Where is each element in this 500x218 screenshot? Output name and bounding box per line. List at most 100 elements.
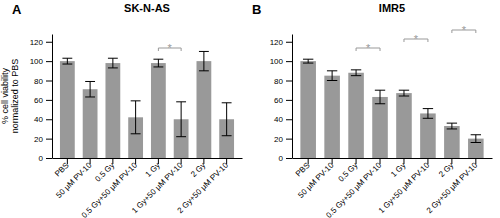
- x-tick-label: 2 Gy: [437, 161, 455, 179]
- error-bar: [108, 58, 118, 68]
- error-bar-line: [327, 71, 337, 81]
- bar: [300, 61, 316, 158]
- chart: PBS50 μM PV-100.5 Gy0.5 Gy+50 μM PV-101 …: [0, 0, 500, 218]
- panel: PBS50 μM PV-100.5 Gy0.5 Gy+50 μM PV-101 …: [0, 2, 243, 218]
- error-bar: [199, 51, 209, 70]
- y-tick-mark: [286, 119, 292, 120]
- significance: *: [404, 33, 428, 45]
- x-tick-mark: [112, 158, 113, 164]
- bar: [444, 126, 460, 158]
- x-tick: 2 Gy+50 μM PV-10: [176, 158, 231, 215]
- marks: [300, 59, 483, 158]
- significance: *: [356, 42, 380, 54]
- x-tick-label: 0.5 Gy: [336, 161, 359, 184]
- x-tick-label: 1 Gy: [143, 161, 161, 179]
- bar: [196, 61, 211, 158]
- x-tick: 1 Gy+50 μM PV-10: [377, 158, 432, 215]
- y-tick-label: 100: [270, 57, 284, 66]
- y-axis: 020406080100120: [30, 35, 53, 164]
- y-axis-title-line: % cell viability: [0, 67, 10, 124]
- bar: [420, 113, 436, 158]
- y-tick-label: 80: [274, 77, 283, 86]
- error-bar: [447, 123, 457, 129]
- x-tick-mark: [90, 158, 91, 164]
- error-bar-line: [85, 81, 95, 97]
- y-tick-mark: [286, 100, 292, 101]
- x-axis-line: [53, 158, 243, 159]
- y-tick: 60: [274, 96, 292, 105]
- y-tick: 80: [274, 77, 292, 86]
- y-tick-mark: [46, 119, 52, 120]
- title: SK-N-AS: [124, 2, 170, 14]
- x-tick: 50 μM PV-10: [296, 158, 336, 200]
- y-tick: 100: [270, 57, 292, 66]
- y-tick-mark: [46, 158, 52, 159]
- x-tick-label: 1 Gy+50 μM PV-10: [377, 160, 432, 215]
- y-tick: 40: [34, 115, 52, 124]
- bar: [324, 76, 340, 158]
- x-tick: 0.5 Gy: [336, 158, 359, 184]
- y-tick: 100: [30, 57, 52, 66]
- y-tick-mark: [286, 42, 292, 43]
- error-bar: [131, 101, 141, 134]
- error-bar: [176, 102, 186, 137]
- y-tick-label: 0: [39, 154, 44, 163]
- y-tick-mark: [286, 81, 292, 82]
- error-bar-line: [131, 101, 141, 134]
- x-tick: 2 Gy: [437, 158, 455, 179]
- error-bar: [222, 103, 232, 136]
- title: IMR5: [379, 2, 405, 14]
- error-bar-line: [199, 51, 209, 70]
- error-bar-line: [303, 59, 313, 63]
- error-bar: [423, 109, 433, 119]
- y-tick-label: 0: [279, 154, 284, 163]
- x-tick-label: 50 μM PV-10: [54, 160, 94, 200]
- x-tick-label: PBS: [53, 161, 71, 179]
- y-tick-label: 120: [270, 38, 284, 47]
- x-tick-label: 2 Gy+50 μM PV-10: [425, 160, 480, 215]
- error-bar: [399, 90, 409, 96]
- y-tick: 0: [279, 154, 292, 163]
- panel: PBS50 μM PV-100.5 Gy0.5 Gy+50 μM PV-101 …: [252, 2, 493, 218]
- error-bar-line: [375, 90, 385, 104]
- error-bar-line: [153, 59, 163, 67]
- x-tick: 2 Gy: [189, 158, 207, 179]
- error-bar-line: [176, 102, 186, 137]
- y-tick-label: 20: [34, 135, 43, 144]
- x-tick: 2 Gy+50 μM PV-10: [425, 158, 480, 215]
- x-tick-mark: [403, 158, 404, 164]
- y-axis: 0 20 40 60 80 100 120: [270, 35, 293, 164]
- panel-label: A: [12, 2, 22, 17]
- x-tick: PBS: [294, 158, 312, 178]
- x-tick-label: 2 Gy: [189, 161, 207, 179]
- y-tick-mark: [286, 139, 292, 140]
- y-tick: 20: [274, 135, 292, 144]
- y-tick-mark: [286, 61, 292, 62]
- error-bar-line: [423, 109, 433, 119]
- error-bar: [327, 71, 337, 81]
- x-axis-line: [293, 158, 493, 159]
- y-axis-line: [292, 35, 293, 159]
- significance: *: [158, 42, 181, 54]
- error-bar-line: [351, 70, 361, 76]
- significance: *: [452, 24, 476, 36]
- x-tick-mark: [475, 158, 476, 164]
- y-tick-label: 20: [274, 135, 283, 144]
- x-tick-mark: [203, 158, 204, 164]
- error-bar-line: [471, 135, 481, 143]
- y-tick-mark: [46, 100, 52, 101]
- x-tick-label: 0.5 Gy+50 μM PV-10: [324, 160, 384, 218]
- y-tick: 120: [270, 38, 292, 47]
- x-tick-mark: [380, 158, 381, 164]
- y-tick-label: 40: [274, 115, 283, 124]
- error-bar-line: [108, 58, 118, 68]
- y-tick-label: 60: [274, 96, 283, 105]
- y-tick-mark: [46, 42, 52, 43]
- x-tick: 50 μM PV-10: [54, 158, 94, 200]
- x-tick-label: 1 Gy: [389, 161, 407, 179]
- x-tick-mark: [67, 158, 68, 164]
- x-axis: PBS50 μM PV-100.5 Gy0.5 Gy+50 μM PV-101 …: [53, 158, 243, 218]
- marks: [60, 51, 234, 158]
- bar: [60, 61, 75, 158]
- y-axis-title-line: normalized to PBS: [10, 59, 20, 134]
